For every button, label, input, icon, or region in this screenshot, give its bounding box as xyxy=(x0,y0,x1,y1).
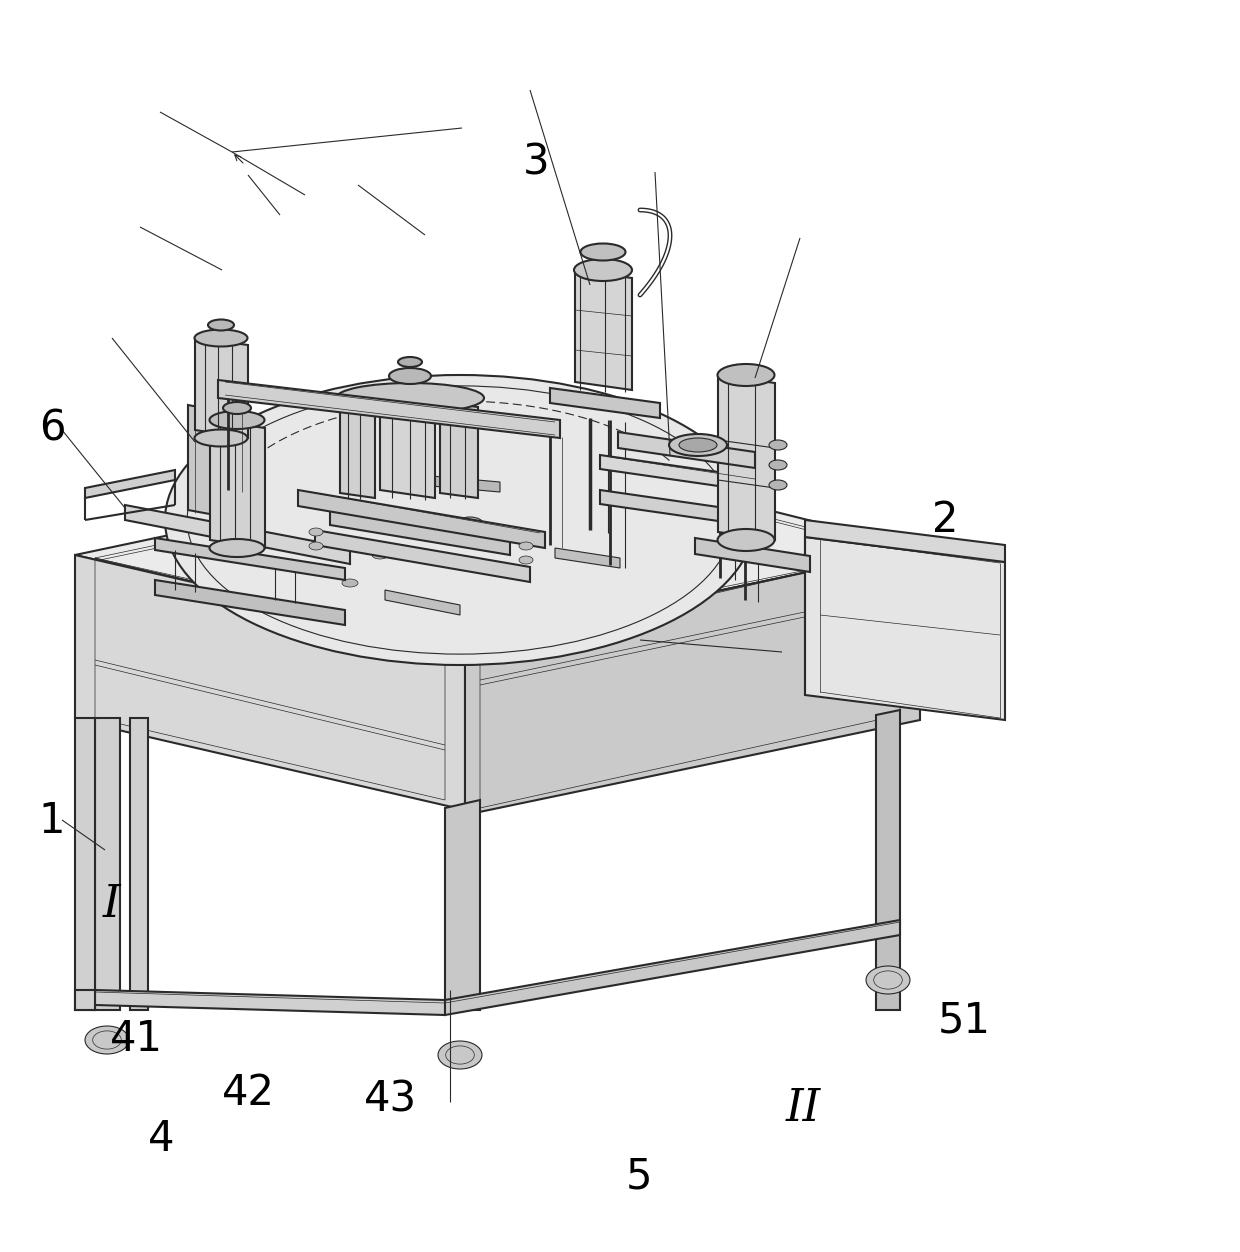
Polygon shape xyxy=(195,338,248,438)
Ellipse shape xyxy=(769,480,787,490)
Polygon shape xyxy=(210,419,265,548)
Ellipse shape xyxy=(223,402,250,414)
Text: 6: 6 xyxy=(38,407,66,449)
Polygon shape xyxy=(74,990,95,1010)
Polygon shape xyxy=(315,530,529,582)
Polygon shape xyxy=(694,538,810,572)
Ellipse shape xyxy=(520,556,533,563)
Polygon shape xyxy=(551,388,660,418)
Ellipse shape xyxy=(195,329,248,347)
Ellipse shape xyxy=(769,459,787,470)
Polygon shape xyxy=(340,404,374,498)
Ellipse shape xyxy=(456,517,484,533)
Polygon shape xyxy=(600,490,760,527)
Polygon shape xyxy=(445,920,900,1015)
Polygon shape xyxy=(805,537,1004,720)
Ellipse shape xyxy=(336,383,484,413)
Text: 5: 5 xyxy=(625,1156,652,1198)
Polygon shape xyxy=(600,454,760,492)
Polygon shape xyxy=(805,520,1004,562)
Ellipse shape xyxy=(165,376,755,665)
Polygon shape xyxy=(86,470,175,498)
Text: 43: 43 xyxy=(365,1078,417,1121)
Polygon shape xyxy=(130,717,148,1010)
Text: 51: 51 xyxy=(939,999,991,1042)
Polygon shape xyxy=(556,548,620,568)
Ellipse shape xyxy=(670,434,727,456)
Ellipse shape xyxy=(718,364,775,386)
Ellipse shape xyxy=(866,967,910,994)
Ellipse shape xyxy=(309,528,322,536)
Ellipse shape xyxy=(195,429,248,447)
Text: 41: 41 xyxy=(110,1018,162,1060)
Ellipse shape xyxy=(372,551,388,558)
Text: 3: 3 xyxy=(522,141,549,184)
Polygon shape xyxy=(465,548,920,815)
Polygon shape xyxy=(875,710,900,1010)
Polygon shape xyxy=(384,590,460,615)
Polygon shape xyxy=(330,500,510,555)
Polygon shape xyxy=(379,394,435,498)
Ellipse shape xyxy=(208,319,234,331)
Polygon shape xyxy=(74,555,465,810)
Ellipse shape xyxy=(210,540,264,557)
Ellipse shape xyxy=(574,259,632,280)
Polygon shape xyxy=(74,454,920,645)
Polygon shape xyxy=(95,717,120,1010)
Polygon shape xyxy=(440,402,477,498)
Ellipse shape xyxy=(580,243,625,260)
Text: II: II xyxy=(786,1087,821,1129)
Ellipse shape xyxy=(769,439,787,449)
Text: 1: 1 xyxy=(38,800,66,843)
Text: 4: 4 xyxy=(148,1118,175,1161)
Text: 42: 42 xyxy=(222,1072,274,1114)
Polygon shape xyxy=(298,490,546,548)
Polygon shape xyxy=(218,381,560,438)
Polygon shape xyxy=(575,270,632,391)
Polygon shape xyxy=(155,580,345,625)
Polygon shape xyxy=(125,505,350,563)
Ellipse shape xyxy=(718,530,775,551)
Polygon shape xyxy=(618,432,755,468)
Polygon shape xyxy=(718,376,775,540)
Text: 2: 2 xyxy=(931,498,959,541)
Polygon shape xyxy=(155,538,345,580)
Ellipse shape xyxy=(520,542,533,550)
Ellipse shape xyxy=(389,368,432,384)
Ellipse shape xyxy=(438,1040,482,1069)
Ellipse shape xyxy=(86,1025,129,1054)
Ellipse shape xyxy=(309,542,322,550)
Ellipse shape xyxy=(398,357,422,367)
Polygon shape xyxy=(74,717,95,1010)
Ellipse shape xyxy=(680,438,717,452)
Text: I: I xyxy=(103,883,120,925)
Polygon shape xyxy=(188,404,215,515)
Polygon shape xyxy=(445,800,480,1010)
Polygon shape xyxy=(95,990,445,1015)
Ellipse shape xyxy=(210,411,264,429)
Polygon shape xyxy=(420,475,500,492)
Ellipse shape xyxy=(342,578,358,587)
